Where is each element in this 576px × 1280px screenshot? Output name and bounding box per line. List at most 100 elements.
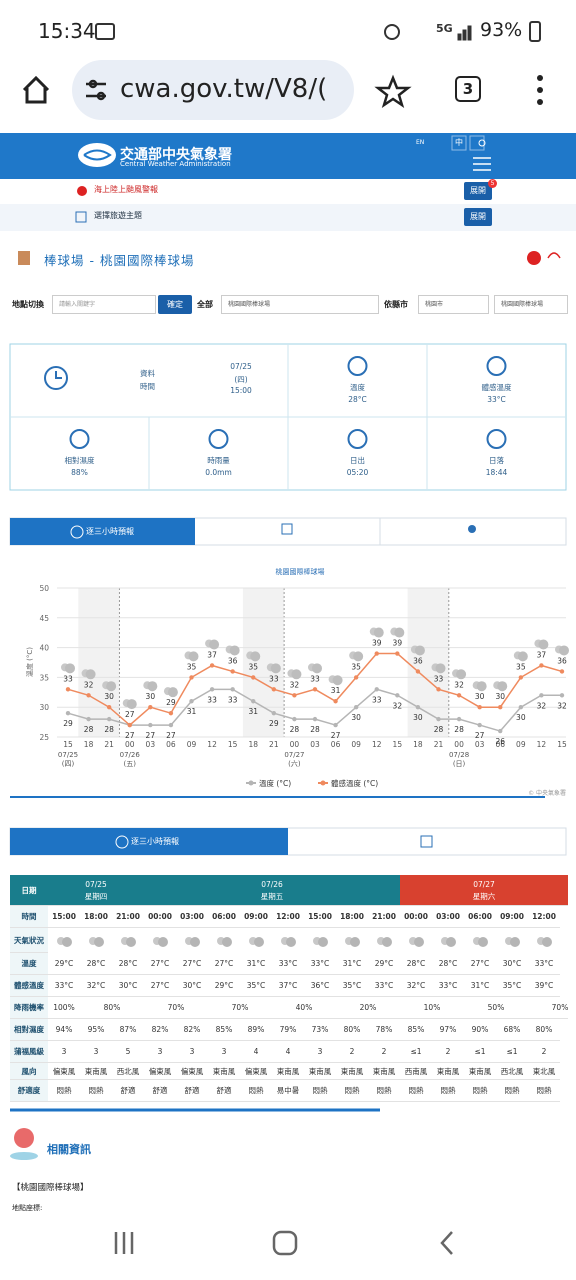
select-county[interactable]: 桃園市 [418,295,489,314]
related-title: 相關資訊 [47,1143,91,1156]
weather-icon [558,645,569,656]
row-label: 天氣狀況 [10,928,48,953]
table-cell: 21:00 [368,906,400,928]
tab-count[interactable]: 3 [455,76,481,102]
data-label: 33 [207,695,217,704]
data-point [498,705,503,710]
data-label: 27 [125,710,135,719]
weather-icon [209,639,220,650]
table-cell: 28°C [432,953,464,975]
site-title: 交通部中央氣象署 [120,147,232,163]
y-tick-label: 40 [39,644,49,653]
table-cell: 35°C [496,975,528,997]
data-point [539,693,544,698]
data-label: 31 [248,707,258,716]
data-label: 33 [269,674,279,683]
data-point [498,728,503,734]
data-point [86,693,91,698]
nav-bar [0,1210,576,1280]
confirm-button[interactable]: 確定 [158,295,192,314]
table-cell: 東南風 [208,1063,240,1080]
weather-icon [510,937,520,947]
row-label: 日期 [10,875,48,906]
data-label: 35 [351,662,361,671]
obs-label: 溫度 [350,383,365,392]
table-cell: 悶熱 [432,1080,464,1102]
obs-icon [69,429,90,449]
weather-icon [85,669,96,680]
table-cell: 3 [208,1041,240,1063]
data-point [374,651,379,656]
table-cell: 87% [112,1019,144,1041]
alert-text[interactable]: 海上陸上颱風警報 [94,185,158,194]
table-cell: 32°C [400,975,432,997]
data-label: 33 [310,674,320,683]
alert-button[interactable]: 展開 [464,208,492,226]
data-label: 30 [516,713,526,722]
x-tick-label: 09 [516,740,526,749]
table-cell: 80% [336,1019,368,1041]
table-cell: 東南風 [464,1063,496,1080]
search-input[interactable]: 請輸入關鍵字 [52,295,156,314]
data-label: 30 [475,692,485,701]
obs-time-label: 資料時間 [140,369,155,391]
data-label: 28 [290,725,300,734]
x-tick-label: 03 [146,740,156,749]
table-cell: 西南風 [400,1063,432,1080]
weather-icon [270,663,281,674]
table-cell: 悶熱 [400,1080,432,1102]
row-label: 蒲福風級 [10,1041,48,1063]
data-label: 39 [393,639,403,648]
data-point [271,710,277,716]
weather-icon [126,937,136,947]
chart-credit: © 中央氣象署 [528,789,566,797]
table-cell: 18:00 [80,906,112,928]
weather-icon [188,651,199,662]
location-title: 棒球場 - 桃園國際棒球場 [44,253,195,268]
table-cell: 31°C [240,953,272,975]
table-cell: 09:00 [240,906,272,928]
table-cell: 舒適 [112,1080,144,1102]
x-tick-label: 09 [351,740,361,749]
table-cell: 50% [464,997,528,1019]
data-label: 30 [495,692,505,701]
data-point [456,716,462,722]
obs-time-value: (四) [234,375,248,384]
obs-value: 28°C [348,395,367,404]
table-cell: 2 [432,1041,464,1063]
x-tick-label: 12 [537,740,547,749]
url[interactable]: cwa.gov.tw/V8/( [120,74,328,104]
table-cell: 80% [528,1019,560,1041]
table-cell: 3 [304,1041,336,1063]
select-place[interactable]: 桃園國際棒球場 [221,295,379,314]
data-label: 33 [228,695,238,704]
table-tab[interactable]: 逐三小時預報 [131,837,179,846]
data-label: 29 [269,719,279,728]
x-tick-label: 06 [166,740,176,749]
alert-button[interactable]: 展開 [464,182,492,200]
row-label: 溫度 [10,953,48,975]
table-cell: 悶熱 [528,1080,560,1102]
table-cell: 3 [144,1041,176,1063]
obs-label: 時雨量 [207,456,230,465]
menu-icon[interactable] [473,157,491,171]
lang-zh[interactable]: 中 [455,138,463,147]
obs-icon [486,356,507,376]
obs-time-value: 15:00 [230,386,252,395]
weather-icon [94,937,104,947]
tab-active[interactable]: 逐三小時預報 [86,527,134,536]
x-date-label: 07/26 [120,751,141,759]
lang-en[interactable]: EN [416,139,425,146]
data-label: 29 [166,698,176,707]
table-cell: 89% [240,1019,272,1041]
alert-text[interactable]: 選擇旅遊主題 [94,211,142,220]
data-point [333,699,338,704]
table-cell: 30°C [496,953,528,975]
table-cell: 12:00 [528,906,560,928]
x-tick-label: 00 [454,740,464,749]
data-label: 35 [248,662,258,671]
table-cell: 20% [336,997,400,1019]
select-site[interactable]: 桃園國際棒球場 [494,295,568,314]
data-point [189,675,194,680]
table-cell: 東南風 [432,1063,464,1080]
